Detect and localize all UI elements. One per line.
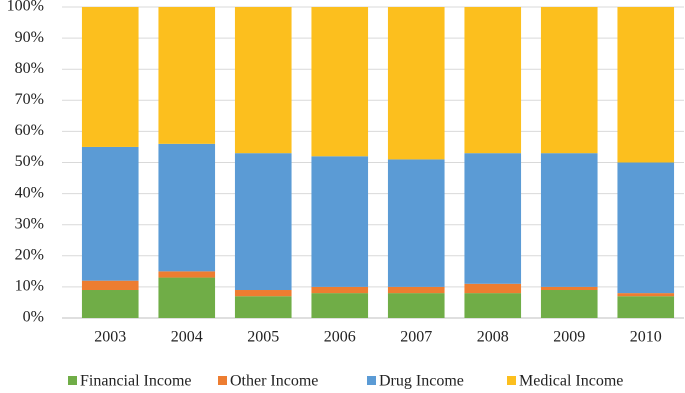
y-tick-label: 30% xyxy=(15,215,44,232)
x-tick-label: 2008 xyxy=(477,329,509,346)
bar-segment xyxy=(387,7,445,160)
legend-label: Other Income xyxy=(230,373,318,390)
legend-swatch xyxy=(507,376,516,385)
bar-segment xyxy=(540,290,598,318)
bar-segment xyxy=(234,290,292,297)
legend-label: Drug Income xyxy=(379,373,464,390)
y-tick-label: 20% xyxy=(15,246,44,263)
y-tick-label: 0% xyxy=(23,309,44,326)
bar-segment xyxy=(617,7,675,163)
x-tick-label: 2005 xyxy=(247,329,279,346)
y-tick-label: 100% xyxy=(7,0,44,15)
bar-segment xyxy=(158,7,216,144)
bar-segment xyxy=(81,280,139,291)
y-tick-label: 70% xyxy=(15,91,44,108)
bar-segment xyxy=(234,153,292,291)
bar-segment xyxy=(158,143,216,272)
y-tick-label: 80% xyxy=(15,60,44,77)
bar-segment xyxy=(81,146,139,281)
legend-label: Financial Income xyxy=(80,373,192,390)
bar-segment xyxy=(464,7,522,154)
bar-segment xyxy=(311,293,369,318)
bar-segment xyxy=(311,7,369,157)
x-tick-label: 2004 xyxy=(171,329,203,346)
x-tick-label: 2003 xyxy=(94,329,126,346)
bar-segment xyxy=(464,283,522,294)
y-tick-label: 10% xyxy=(15,278,44,295)
bar-segment xyxy=(234,7,292,154)
bar-segment xyxy=(464,293,522,318)
bar-segment xyxy=(617,162,675,294)
legend-label: Medical Income xyxy=(519,373,623,390)
y-tick-label: 40% xyxy=(15,184,44,201)
y-tick-label: 60% xyxy=(15,122,44,139)
y-tick-label: 50% xyxy=(15,153,44,170)
legend-swatch xyxy=(218,376,227,385)
legend-swatch xyxy=(68,376,77,385)
bar-segment xyxy=(387,293,445,318)
bar-segment xyxy=(387,159,445,287)
bar-segment xyxy=(387,286,445,294)
bar-segment xyxy=(540,286,598,291)
bar-segment xyxy=(617,293,675,297)
bar-segment xyxy=(540,153,598,287)
x-tick-label: 2007 xyxy=(400,329,432,346)
bar-segment xyxy=(81,7,139,147)
x-tick-label: 2006 xyxy=(324,329,356,346)
bar-segment xyxy=(617,296,675,318)
bar-segment xyxy=(234,296,292,318)
y-tick-label: 90% xyxy=(15,29,44,46)
bar-segment xyxy=(158,277,216,318)
legend-swatch xyxy=(367,376,376,385)
bar-segment xyxy=(311,286,369,294)
bar-segment xyxy=(540,7,598,154)
x-tick-label: 2010 xyxy=(630,329,662,346)
bar-segment xyxy=(464,153,522,284)
bar-segment xyxy=(81,290,139,318)
x-tick-label: 2009 xyxy=(553,329,585,346)
bar-segment xyxy=(158,271,216,278)
bar-segment xyxy=(311,156,369,287)
